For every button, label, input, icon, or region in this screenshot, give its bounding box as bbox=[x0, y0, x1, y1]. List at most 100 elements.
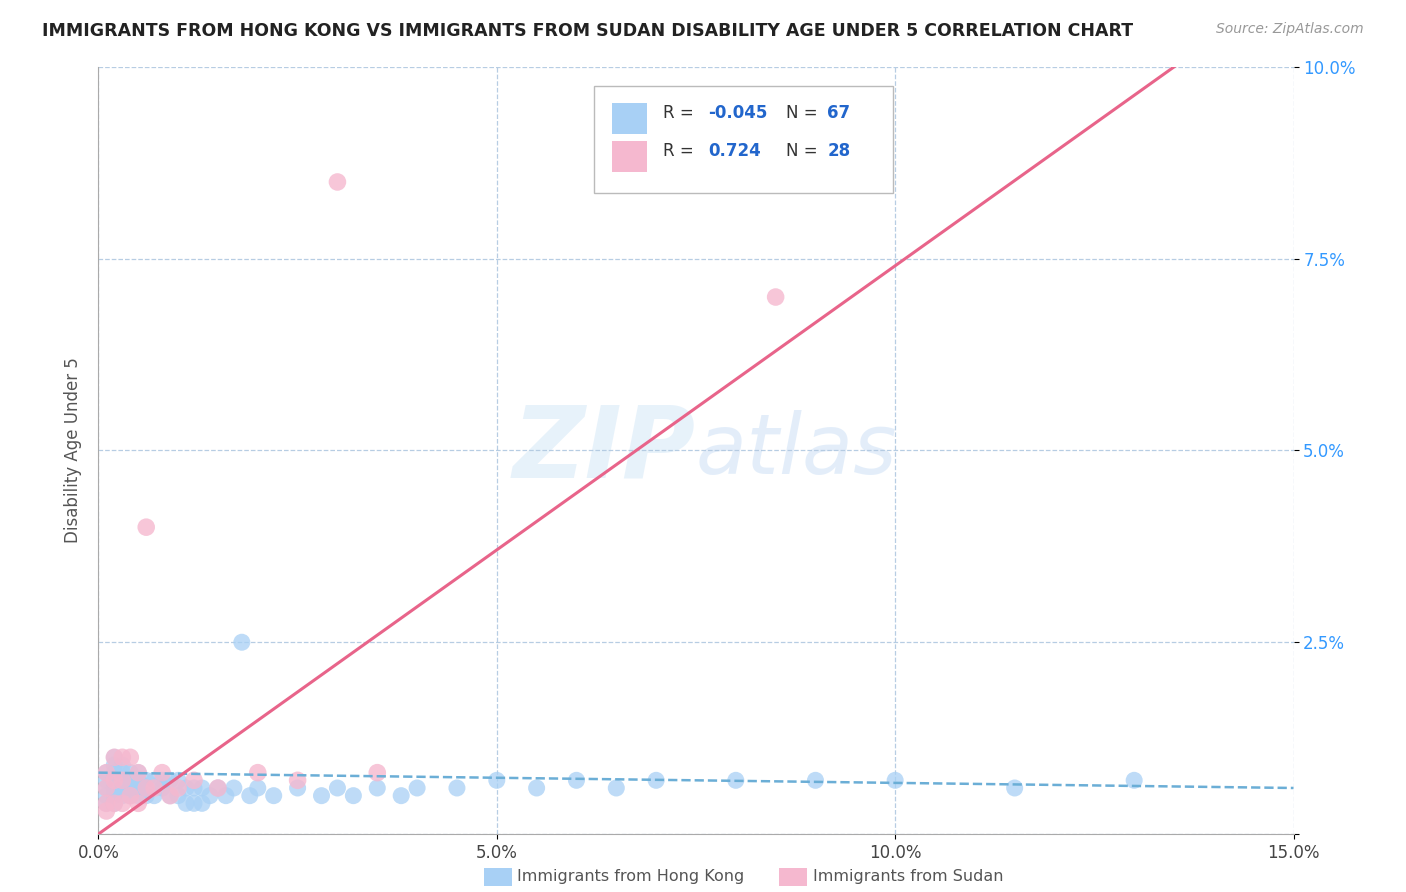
Text: IMMIGRANTS FROM HONG KONG VS IMMIGRANTS FROM SUDAN DISABILITY AGE UNDER 5 CORREL: IMMIGRANTS FROM HONG KONG VS IMMIGRANTS … bbox=[42, 22, 1133, 40]
Point bbox=[198, 789, 221, 803]
Point bbox=[804, 773, 827, 788]
Point bbox=[96, 780, 118, 795]
Point bbox=[150, 773, 173, 788]
Point bbox=[231, 635, 253, 649]
Point bbox=[389, 789, 412, 803]
Point bbox=[263, 789, 285, 803]
Point bbox=[366, 765, 388, 780]
Text: N =: N = bbox=[786, 104, 823, 122]
Point bbox=[406, 780, 429, 795]
Point bbox=[724, 113, 747, 128]
Point bbox=[174, 780, 197, 795]
Point bbox=[150, 780, 173, 795]
Point bbox=[191, 780, 214, 795]
Point bbox=[183, 797, 205, 811]
Point bbox=[96, 797, 118, 811]
Point bbox=[111, 758, 134, 772]
Point bbox=[207, 780, 229, 795]
Point bbox=[103, 797, 125, 811]
Point bbox=[135, 780, 157, 795]
Point bbox=[96, 804, 118, 818]
Point bbox=[111, 797, 134, 811]
Text: Immigrants from Hong Kong: Immigrants from Hong Kong bbox=[517, 870, 745, 884]
Point bbox=[111, 750, 134, 764]
Point bbox=[526, 780, 548, 795]
Point bbox=[96, 765, 118, 780]
Point bbox=[120, 789, 142, 803]
Point bbox=[326, 780, 349, 795]
Point bbox=[366, 780, 388, 795]
Point bbox=[127, 765, 149, 780]
Point bbox=[485, 773, 508, 788]
Point bbox=[724, 773, 747, 788]
Point bbox=[111, 765, 134, 780]
Point bbox=[605, 780, 627, 795]
Point bbox=[191, 797, 214, 811]
FancyBboxPatch shape bbox=[595, 87, 893, 194]
Point bbox=[103, 750, 125, 764]
Point bbox=[143, 773, 166, 788]
FancyBboxPatch shape bbox=[613, 141, 647, 172]
Text: -0.045: -0.045 bbox=[709, 104, 768, 122]
Text: N =: N = bbox=[786, 143, 823, 161]
Point bbox=[150, 765, 173, 780]
Point bbox=[135, 773, 157, 788]
Point bbox=[103, 780, 125, 795]
Point bbox=[159, 789, 181, 803]
Point bbox=[159, 773, 181, 788]
Point bbox=[246, 780, 269, 795]
Point bbox=[111, 773, 134, 788]
Point bbox=[342, 789, 364, 803]
Text: R =: R = bbox=[662, 104, 699, 122]
Text: atlas: atlas bbox=[696, 410, 897, 491]
Point bbox=[884, 773, 907, 788]
Point bbox=[96, 789, 118, 803]
Point bbox=[311, 789, 333, 803]
Text: 67: 67 bbox=[827, 104, 851, 122]
Point bbox=[167, 780, 190, 795]
Point bbox=[96, 765, 118, 780]
Point bbox=[135, 789, 157, 803]
Point bbox=[143, 780, 166, 795]
Point bbox=[207, 780, 229, 795]
Point bbox=[135, 520, 157, 534]
Y-axis label: Disability Age Under 5: Disability Age Under 5 bbox=[63, 358, 82, 543]
Point bbox=[120, 789, 142, 803]
Point bbox=[120, 773, 142, 788]
Text: 0.724: 0.724 bbox=[709, 143, 761, 161]
Point bbox=[111, 773, 134, 788]
Point bbox=[135, 780, 157, 795]
Point bbox=[183, 780, 205, 795]
Point bbox=[127, 780, 149, 795]
Text: R =: R = bbox=[662, 143, 699, 161]
Point bbox=[239, 789, 262, 803]
Point bbox=[103, 789, 125, 803]
Text: ZIP: ZIP bbox=[513, 402, 696, 499]
Point bbox=[174, 797, 197, 811]
Point bbox=[103, 758, 125, 772]
Point bbox=[1123, 773, 1146, 788]
Text: Source: ZipAtlas.com: Source: ZipAtlas.com bbox=[1216, 22, 1364, 37]
Point bbox=[103, 797, 125, 811]
Point bbox=[127, 789, 149, 803]
Point bbox=[446, 780, 468, 795]
Text: 28: 28 bbox=[827, 143, 851, 161]
Point bbox=[96, 773, 118, 788]
Point bbox=[287, 780, 309, 795]
Point bbox=[120, 750, 142, 764]
Point bbox=[167, 773, 190, 788]
Point bbox=[111, 780, 134, 795]
Point bbox=[103, 773, 125, 788]
Point bbox=[287, 773, 309, 788]
Point bbox=[765, 290, 787, 304]
Point bbox=[222, 780, 245, 795]
Point bbox=[565, 773, 588, 788]
Point bbox=[120, 765, 142, 780]
Point bbox=[127, 797, 149, 811]
FancyBboxPatch shape bbox=[613, 103, 647, 134]
Point bbox=[215, 789, 238, 803]
Point bbox=[96, 780, 118, 795]
Point bbox=[183, 773, 205, 788]
Point bbox=[167, 789, 190, 803]
Text: Immigrants from Sudan: Immigrants from Sudan bbox=[813, 870, 1002, 884]
